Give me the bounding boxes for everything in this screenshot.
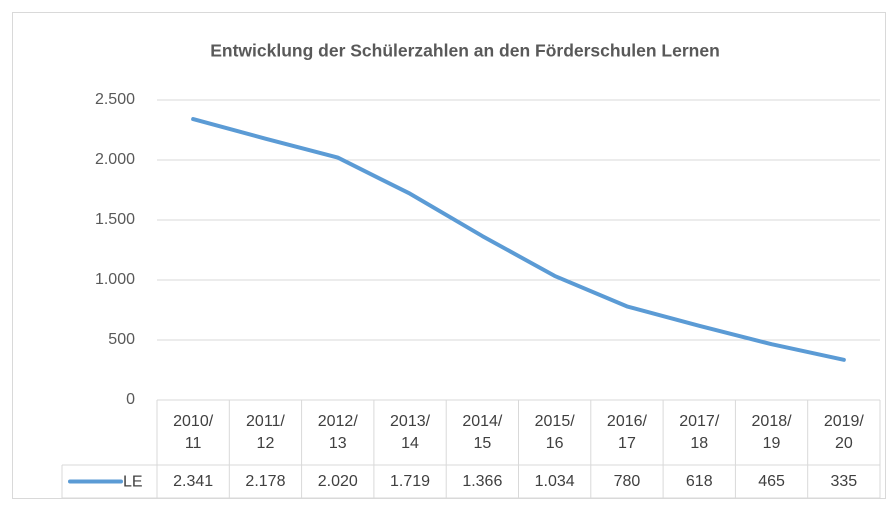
data-label: 2.341 [173, 472, 214, 490]
y-tick-label: 1.500 [95, 211, 135, 228]
x-tick-label: 2018/ 19 [751, 412, 792, 452]
x-tick-label: 2017/ 18 [679, 412, 720, 452]
data-label: 1.366 [462, 472, 503, 490]
data-label: 1.719 [390, 472, 431, 490]
x-tick-label: 2016/ 17 [606, 412, 647, 452]
x-tick-label: 2011/ 12 [246, 412, 285, 452]
x-tick-label: 2010/ 11 [173, 412, 214, 452]
data-label: 780 [613, 472, 641, 490]
data-label: 1.034 [534, 472, 575, 490]
chart-title: Entwicklung der Schülerzahlen an den För… [210, 41, 720, 61]
chart-border [12, 12, 886, 499]
y-tick-label: 2.000 [95, 151, 135, 168]
data-label: 465 [758, 472, 785, 490]
x-tick-label: 2012/ 13 [317, 412, 358, 452]
y-tick-label: 1.000 [95, 271, 135, 288]
data-line [191, 117, 846, 362]
data-label: 2.178 [245, 472, 286, 490]
x-tick-label: 2015/ 16 [534, 412, 575, 452]
data-label: 2.020 [317, 472, 358, 490]
y-tick-label: 0 [126, 391, 135, 408]
data-label: 335 [830, 472, 858, 490]
y-tick-label: 500 [108, 331, 135, 348]
x-tick-label: 2014/ 15 [462, 412, 503, 452]
x-tick-label: 2019/ 20 [823, 412, 864, 452]
legend-label: LE [123, 474, 143, 491]
data-label: 618 [685, 472, 713, 490]
x-tick-label: 2013/ 14 [390, 412, 431, 452]
y-tick-label: 2.500 [95, 91, 135, 108]
